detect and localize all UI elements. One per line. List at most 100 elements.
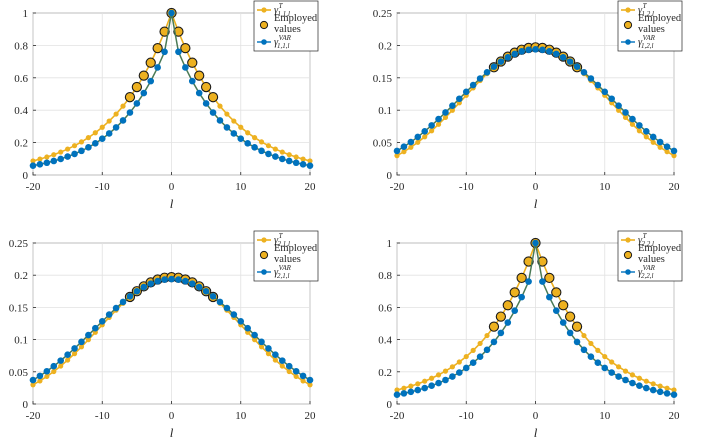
series-var-point [202, 100, 210, 107]
series-employed-point [551, 287, 562, 298]
series-var-point [119, 117, 127, 124]
series-theoretical-point [449, 107, 455, 113]
series-theoretical-point [664, 149, 670, 155]
legend-subscript: 1,2,l [642, 10, 655, 18]
series-var-point [414, 133, 422, 141]
series-var-point [140, 89, 148, 97]
series-var-point [615, 102, 622, 109]
series-var-point [449, 373, 456, 380]
series-var-point [182, 277, 189, 285]
x-tick-label: -20 [390, 410, 405, 422]
series-var-point [258, 338, 265, 346]
legend-swatch-theoretical-dot [261, 237, 267, 243]
series-theoretical-point [279, 363, 285, 369]
series-theoretical-point [245, 130, 251, 136]
series-var-point [483, 69, 491, 76]
series-theoretical-point [408, 144, 414, 150]
series-var-point [92, 140, 99, 147]
series-var-point [663, 390, 671, 397]
series-var-point [78, 147, 85, 155]
series-var-point [64, 153, 71, 160]
legend-gamma: γ [638, 5, 643, 16]
legend-label-theoretical: γT 1,1,l [274, 2, 290, 18]
series-var-point [476, 353, 484, 360]
series-theoretical-point [394, 153, 400, 159]
series-var-point [573, 338, 581, 346]
series-theoretical-point [650, 139, 656, 145]
series-theoretical-point [415, 381, 421, 387]
series-var-point [188, 280, 196, 287]
series-var-point [656, 138, 664, 146]
series-var-point [497, 329, 505, 337]
series-employed-point [544, 272, 555, 284]
series-theoretical-point [265, 143, 272, 149]
legend-subscript: 1,1,l [278, 10, 291, 18]
series-theoretical-point [650, 381, 656, 387]
series-var-point [154, 64, 161, 71]
series-theoretical-point [258, 139, 265, 145]
series-theoretical-point [401, 149, 407, 155]
series-var-point [670, 391, 678, 399]
x-axis-label: l [170, 196, 174, 211]
series-employed-point [537, 256, 548, 267]
legend-superscript: VAR [643, 34, 656, 42]
series-theoretical-point [51, 152, 57, 158]
series-var-point [223, 124, 231, 131]
series-var-point [608, 95, 615, 103]
series-var-point [216, 298, 224, 306]
series-var-point [126, 293, 134, 300]
series-theoretical-point [422, 378, 428, 384]
series-theoretical-point [293, 154, 299, 160]
series-theoretical-point [657, 144, 663, 150]
series-var-point [175, 276, 182, 283]
series-var-point [573, 63, 581, 70]
series-theoretical-point [37, 156, 43, 162]
series-var-point [272, 351, 279, 358]
x-tick-label: -20 [26, 181, 41, 193]
series-var-point [147, 280, 155, 287]
series-var-point [407, 138, 415, 146]
series-var-point [36, 161, 44, 168]
series-theoretical-point [429, 128, 435, 134]
legend-swatch-var-dot [625, 39, 631, 45]
series-theoretical-point [422, 134, 428, 140]
y-tick-label: 0 [387, 399, 393, 411]
legend-swatch-var-dot [625, 269, 631, 275]
y-tick-label: 0 [387, 170, 393, 182]
series-var-point [98, 135, 106, 143]
series-var-point [64, 351, 71, 358]
legend-subscript: 2,1,l [277, 272, 290, 280]
series-employed-point [138, 70, 149, 81]
x-tick-label: 20 [669, 181, 681, 193]
series-var-point [112, 304, 120, 312]
series-theoretical-point [71, 143, 78, 149]
series-theoretical-point [616, 107, 622, 113]
legend-subscript: 2,2,l [641, 272, 654, 280]
x-tick-label: 10 [235, 181, 247, 193]
series-theoretical-point [456, 359, 462, 365]
series-theoretical-point [401, 385, 407, 391]
legend-gamma: γ [274, 5, 279, 16]
legend-gamma: γ [638, 235, 643, 246]
series-employed-point [564, 311, 576, 322]
y-tick-label: 0.4 [378, 335, 392, 347]
series-theoretical-point [30, 158, 36, 164]
y-tick-label: 0.05 [373, 138, 393, 150]
legend-gamma: γ [274, 37, 279, 48]
legend-superscript: VAR [279, 264, 292, 272]
series-employed-point [152, 42, 163, 54]
series-theoretical-point [470, 347, 476, 353]
series-var-point [119, 298, 127, 306]
series-theoretical-point [595, 347, 601, 353]
series-var-point [244, 140, 251, 147]
series-theoretical-point [429, 375, 435, 381]
series-theoretical-point [44, 154, 50, 160]
series-employed-point [180, 42, 191, 54]
series-var-point [168, 9, 175, 17]
series-var-point [140, 283, 148, 291]
x-tick-label: 0 [169, 181, 175, 193]
series-var-point [663, 143, 671, 151]
series-theoretical-point [300, 378, 306, 384]
